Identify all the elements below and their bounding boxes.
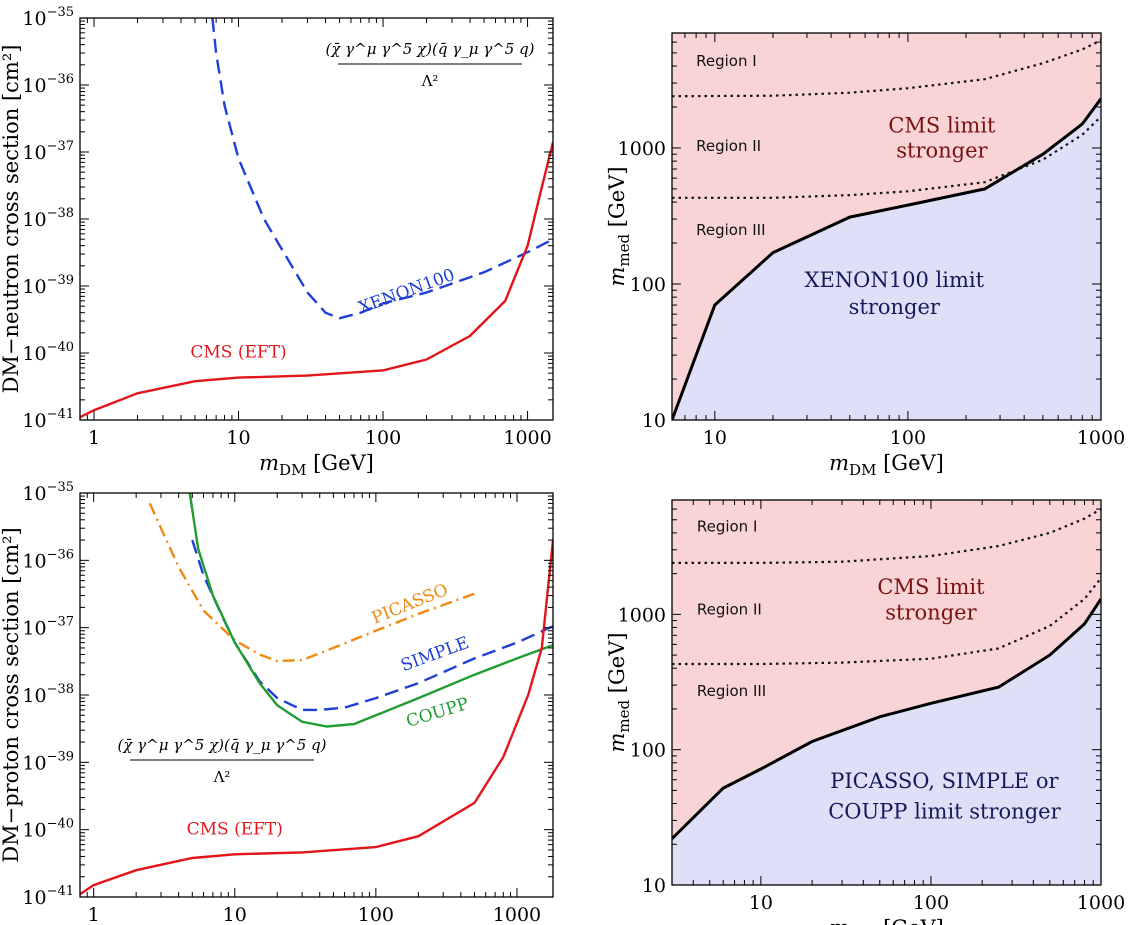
panel-top-left-series-label: XENON100 [356, 265, 457, 318]
panel-bottom-right-direct-detection-stronger-label: COUPP limit stronger [828, 800, 1061, 824]
panel-top-left-x-tick-label: 1 [88, 427, 100, 449]
panel-top-left-formula-numerator: (χ̄ γ^μ γ^5 χ)(q̄ γ_μ γ^5 q) [325, 40, 534, 58]
panel-top-left-y-axis-label: DM−neutron cross section [cm²] [0, 45, 23, 394]
panel-bottom-right-y-tick-label: 100 [630, 740, 666, 762]
panel-top-right-y-axis-label: mmed [GeV] [605, 166, 633, 286]
panel-top-right-frame [671, 32, 1102, 421]
panel-top-right-direct-detection-stronger-label: stronger [849, 295, 941, 319]
panel-top-right-region-boundary-dotted-0 [672, 39, 1101, 98]
panel-top-left-x-tick-label: 1000 [503, 427, 551, 449]
panel-bottom-left-y-tick-label: 10−37 [22, 615, 74, 640]
panel-top-left-y-tick-label: 10−37 [22, 139, 74, 164]
panel-bottom-left-series-label: CMS (EFT) [187, 819, 283, 839]
panel-top-left-series-cms-eft- [80, 141, 553, 419]
panel-top-left-series-xenon100 [211, 18, 553, 320]
panel-top-right-exclusion-boundary-line [672, 97, 1101, 420]
panel-bottom-right-x-tick-label: 1000 [1077, 892, 1125, 914]
panel-top-left-y-tick-label: 10−39 [22, 273, 74, 298]
panel-bottom-left-y-tick-label: 10−35 [22, 480, 74, 505]
panel-top-right-direct-detection-region-fill [672, 98, 1101, 420]
panel-bottom-right-region-boundary-dotted-0 [672, 508, 1101, 564]
panel-top-right-y-tick-label: 1000 [618, 138, 666, 160]
panel-bottom-left-x-tick-label: 100 [358, 904, 394, 925]
panel-bottom-left-y-axis-label: DM−proton cross section [cm²] [0, 527, 23, 862]
panel-top-right-y-tick-label: 10 [642, 410, 666, 432]
panel-bottom-left-x-tick-label: 10 [223, 904, 247, 925]
panel-bottom-left-series-cms-eft- [80, 539, 553, 896]
panel-top-right-cms-stronger-label: stronger [896, 139, 988, 163]
panel-top-right-x-tick-label: 10 [703, 427, 727, 449]
panel-bottom-right: Region I Region II Region III CMS limitstro… [605, 499, 1125, 925]
panel-top-left-x-tick-label: 100 [365, 427, 401, 449]
panel-bottom-right-region-label: Region III [697, 682, 766, 700]
panel-bottom-left-frame [79, 492, 554, 898]
panel-top-left-formula-denominator: Λ² [421, 72, 439, 90]
panel-top-left-x-tick-label: 10 [226, 427, 250, 449]
panel-bottom-left-y-tick-label: 10−39 [22, 749, 74, 774]
panel-top-left-frame [79, 17, 554, 421]
panel-top-left-y-tick-label: 10−41 [22, 407, 74, 432]
panel-bottom-left-y-tick-label: 10−41 [22, 884, 74, 909]
panel-bottom-left-series-label: SIMPLE [398, 633, 471, 676]
panel-bottom-left-formula-denominator: Λ² [213, 768, 231, 786]
panel-bottom-left-formula-numerator: (χ̄ γ^μ γ^5 χ)(q̄ γ_μ γ^5 q) [117, 736, 326, 754]
panel-bottom-left-y-tick-label: 10−36 [22, 547, 74, 572]
panel-bottom-right-y-tick-label: 10 [642, 875, 666, 897]
panel-bottom-left-x-tick-label: 1 [88, 904, 100, 925]
panel-top-left-y-tick-label: 10−38 [22, 206, 74, 231]
panel-bottom-right-y-tick-label: 1000 [618, 604, 666, 626]
panel-top-right-cms-stronger-label: CMS limit [888, 113, 996, 137]
panel-top-right-x-tick-label: 100 [890, 427, 926, 449]
panel-bottom-left-y-tick-label: 10−38 [22, 682, 74, 707]
panel-top-right-region-label: Region II [696, 137, 761, 155]
panel-bottom-right-region-label: Region I [697, 517, 758, 535]
panel-bottom-left-series-label: PICASSO [369, 580, 451, 629]
panel-bottom-right-direct-detection-stronger-label: PICASSO, SIMPLE or [830, 769, 1059, 793]
panel-top-right-y-tick-label: 100 [630, 274, 666, 296]
panel-top-right-region-boundary-dotted-1 [672, 115, 1101, 199]
panel-bottom-right-x-tick-label: 100 [913, 892, 949, 914]
panel-bottom-right-x-tick-label: 10 [749, 892, 773, 914]
panel-bottom-right-region-boundary-dotted-1 [672, 577, 1101, 666]
panel-top-right-direct-detection-stronger-label: XENON100 limit [805, 268, 985, 292]
panel-bottom-left-series-picasso [148, 502, 475, 663]
panel-bottom-left-y-tick-label: 10−40 [22, 817, 74, 842]
panel-bottom-right-cms-stronger-label: CMS limit [877, 575, 985, 599]
panel-bottom-right-y-axis-label: mmed [GeV] [605, 632, 633, 752]
panel-bottom-right-exclusion-boundary-line [672, 598, 1101, 840]
panel-top-left-y-tick-label: 10−35 [22, 5, 74, 30]
panel-top-left-y-tick-label: 10−36 [22, 72, 74, 97]
panel-top-right-region-label: Region I [696, 52, 757, 70]
panel-bottom-right-x-axis-label: mDM [GeV] [829, 916, 944, 925]
panel-bottom-right-cms-stronger-label: stronger [885, 600, 977, 624]
panel-top-right-region-label: Region III [696, 221, 765, 239]
panel-top-left: XENON100 CMS (EFT) (χ̄ γ^μ γ^5 χ)(q̄ γ_μ γ… [0, 5, 554, 479]
panel-top-left-y-tick-label: 10−40 [22, 340, 74, 365]
panel-bottom-left-series-coupp [188, 493, 553, 728]
panel-bottom-right-frame [671, 499, 1102, 886]
panel-bottom-right-region-label: Region II [697, 600, 762, 618]
panel-top-right-x-axis-label: mDM [GeV] [829, 451, 944, 479]
panel-top-left-x-axis-label: mDM [GeV] [259, 451, 374, 479]
panel-bottom-right-direct-detection-region-fill [672, 598, 1101, 885]
panel-top-left-series-label: CMS (EFT) [190, 343, 286, 363]
panel-bottom-left-x-tick-label: 1000 [493, 904, 541, 925]
panel-top-right-x-tick-label: 1000 [1077, 427, 1125, 449]
panel-bottom-left-series-simple [191, 539, 553, 712]
